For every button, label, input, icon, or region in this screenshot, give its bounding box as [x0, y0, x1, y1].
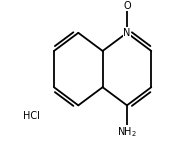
Text: HCl: HCl	[23, 111, 40, 121]
Text: O: O	[123, 1, 131, 11]
Text: N: N	[123, 28, 131, 38]
Text: NH$_2$: NH$_2$	[117, 126, 137, 139]
